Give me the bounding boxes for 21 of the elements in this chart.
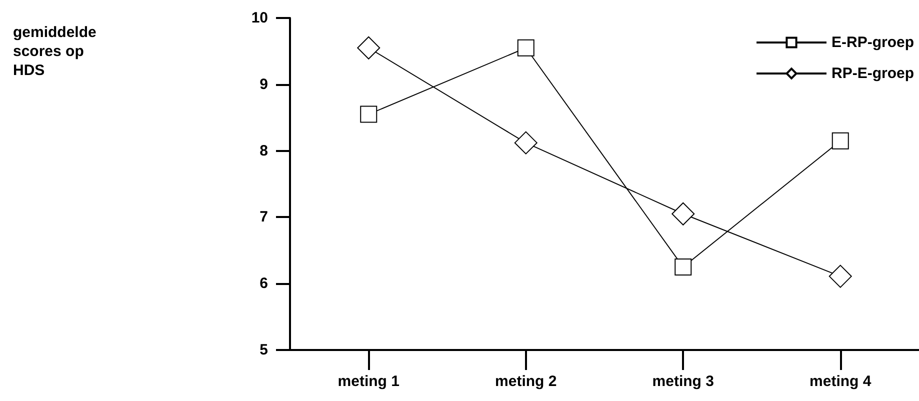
x-tick-label: meting 1 [338, 373, 400, 390]
y-tick-label: 8 [260, 142, 268, 160]
y-tick-label: 6 [260, 275, 268, 292]
point [674, 258, 692, 276]
legend-label: E-RP-groep [832, 34, 914, 51]
x-tick-label: meting 3 [652, 373, 714, 390]
point [514, 131, 538, 154]
point [517, 39, 534, 56]
x-tick-label: meting 2 [495, 373, 557, 390]
point [672, 202, 695, 226]
point [828, 264, 852, 288]
point [357, 36, 380, 60]
legend-label: RP-E-groep [832, 65, 914, 82]
y-tick-label: 9 [260, 76, 268, 93]
point [360, 106, 378, 123]
text: gemiddelde scores op HDS [13, 24, 96, 79]
y-tick-label: 5 [260, 342, 268, 358]
y-tick-label: 10 [251, 10, 268, 26]
x-tick-label: meting 4 [810, 373, 872, 390]
y-tick-label: 7 [260, 208, 268, 226]
point [832, 132, 849, 150]
